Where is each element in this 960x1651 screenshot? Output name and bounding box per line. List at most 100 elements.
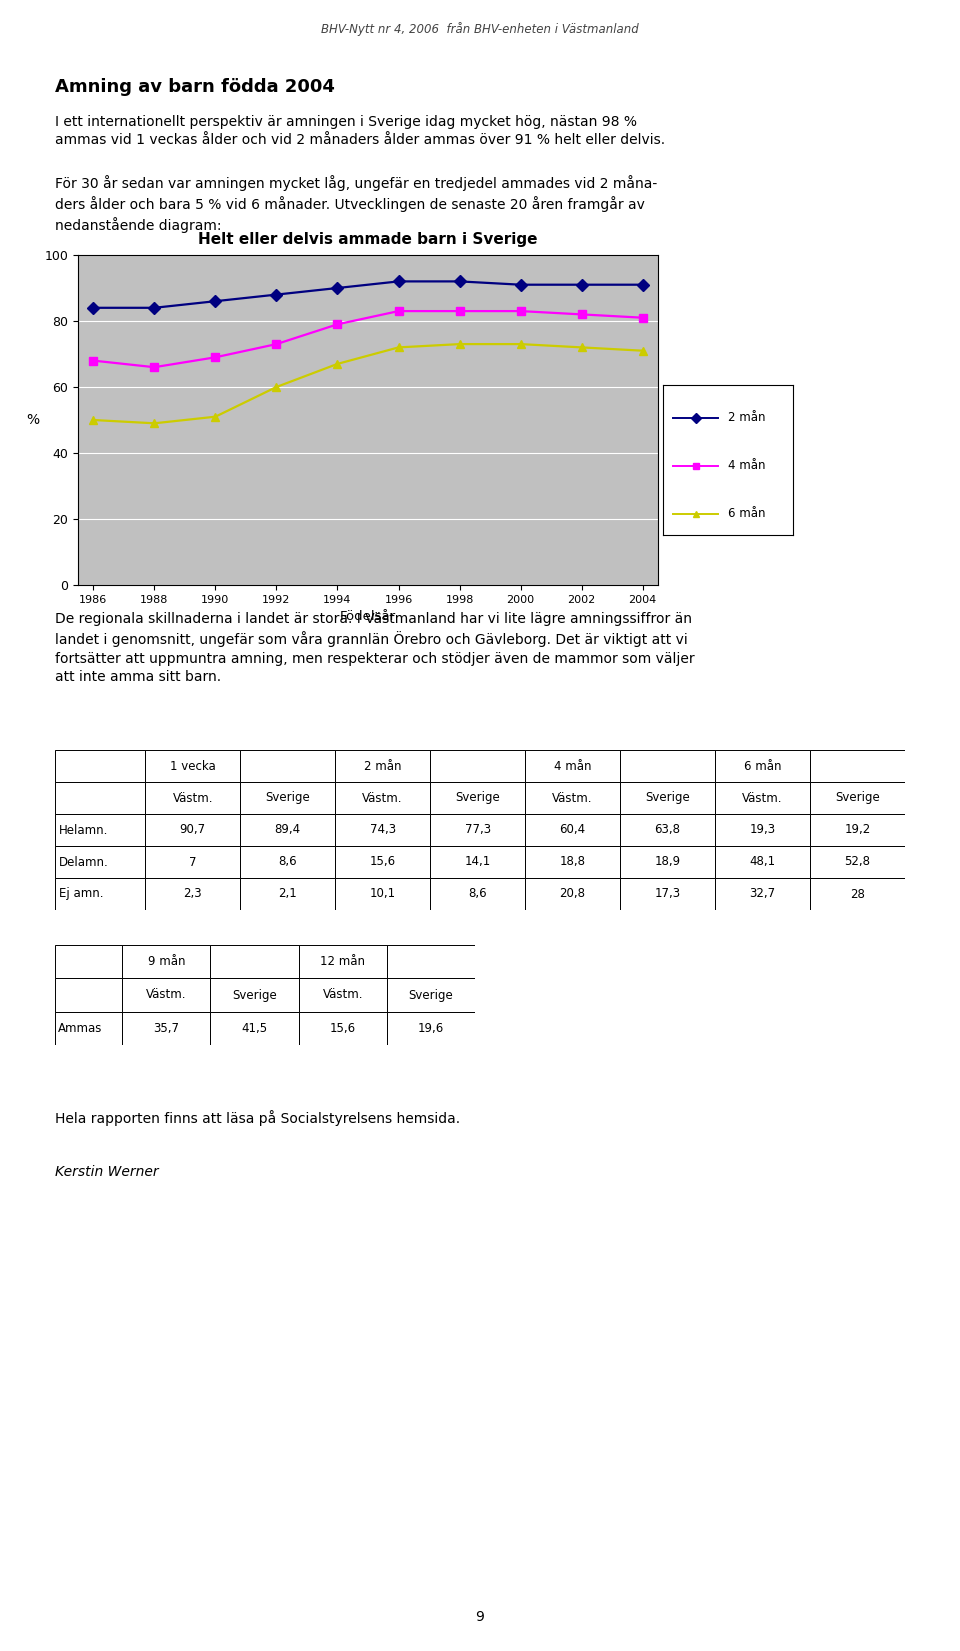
Text: 2,1: 2,1 [278,888,297,900]
Bar [620,845,715,878]
Text: 4 mån: 4 mån [728,459,765,472]
Bar [55,1012,122,1045]
Bar [525,845,620,878]
Text: Kerstin Werner: Kerstin Werner [55,1166,158,1179]
Bar [430,814,525,845]
Bar [715,750,810,783]
Text: 28: 28 [850,888,865,900]
Y-axis label: %: % [27,413,40,428]
Text: 19,2: 19,2 [845,824,871,837]
Text: Sverige: Sverige [645,791,690,804]
Bar [387,1012,475,1045]
Bar [810,814,905,845]
Text: De regionala skillnaderna i landet är stora. I Västmanland har vi lite lägre amn: De regionala skillnaderna i landet är st… [55,613,695,684]
Bar [55,783,145,814]
Text: 1 vecka: 1 vecka [170,759,216,773]
Bar [145,750,240,783]
Bar [299,1012,387,1045]
Bar [145,783,240,814]
Text: Västm.: Västm. [323,989,363,1002]
Bar [620,878,715,910]
X-axis label: Födelsår: Födelsår [340,611,396,624]
Bar [715,878,810,910]
Bar [387,944,475,979]
Text: 63,8: 63,8 [655,824,681,837]
Bar [335,814,430,845]
Bar [240,845,335,878]
Bar [430,878,525,910]
Text: 32,7: 32,7 [750,888,776,900]
Bar [145,878,240,910]
Bar [122,979,210,1012]
Bar [387,979,475,1012]
Bar [145,814,240,845]
Bar [122,944,210,979]
Bar [620,814,715,845]
Text: 4 mån: 4 mån [554,759,591,773]
Text: Sverige: Sverige [835,791,880,804]
Title: Helt eller delvis ammade barn i Sverige: Helt eller delvis ammade barn i Sverige [199,231,538,248]
Text: 90,7: 90,7 [180,824,205,837]
Bar [240,878,335,910]
Bar [122,1012,210,1045]
Text: 18,8: 18,8 [560,855,586,868]
Bar [810,750,905,783]
Bar [55,845,145,878]
Text: 19,6: 19,6 [418,1022,444,1035]
Text: 89,4: 89,4 [275,824,300,837]
Text: 17,3: 17,3 [655,888,681,900]
Text: Helamn.: Helamn. [60,824,108,837]
Text: Sverige: Sverige [455,791,500,804]
Bar [299,979,387,1012]
Text: 15,6: 15,6 [370,855,396,868]
Bar [55,979,122,1012]
Text: För 30 år sedan var amningen mycket låg, ungefär en tredjedel ammades vid 2 måna: För 30 år sedan var amningen mycket låg,… [55,175,658,233]
Bar [525,878,620,910]
Text: Sverige: Sverige [232,989,276,1002]
Text: 14,1: 14,1 [465,855,491,868]
Text: 2,3: 2,3 [183,888,202,900]
Text: BHV-Nytt nr 4, 2006  från BHV-enheten i Västmanland: BHV-Nytt nr 4, 2006 från BHV-enheten i V… [322,21,638,36]
Bar [145,845,240,878]
Text: 19,3: 19,3 [750,824,776,837]
Bar [430,783,525,814]
Text: Sverige: Sverige [409,989,453,1002]
Bar [210,979,299,1012]
Bar [620,750,715,783]
Bar [810,783,905,814]
Text: 41,5: 41,5 [241,1022,268,1035]
Text: Västm.: Västm. [742,791,782,804]
Bar [335,750,430,783]
Text: 52,8: 52,8 [845,855,871,868]
Text: Amning av barn födda 2004: Amning av barn födda 2004 [55,78,335,96]
Bar [525,750,620,783]
Bar [430,845,525,878]
Bar [430,750,525,783]
Text: 7: 7 [189,855,197,868]
Text: 74,3: 74,3 [370,824,396,837]
Text: 6 mån: 6 mån [744,759,781,773]
Bar [525,783,620,814]
Text: 9 mån: 9 mån [148,956,185,967]
Text: Ammas: Ammas [59,1022,103,1035]
Text: 15,6: 15,6 [329,1022,356,1035]
Text: 77,3: 77,3 [465,824,491,837]
Bar [335,878,430,910]
Bar [335,783,430,814]
Text: Västm.: Västm. [363,791,403,804]
Bar [715,814,810,845]
Bar [715,845,810,878]
Text: 2 mån: 2 mån [364,759,401,773]
Text: 18,9: 18,9 [655,855,681,868]
Text: 10,1: 10,1 [370,888,396,900]
Text: 8,6: 8,6 [468,888,487,900]
Text: Västm.: Västm. [173,791,213,804]
Text: Ej amn.: Ej amn. [60,888,104,900]
Bar [525,814,620,845]
Bar [55,878,145,910]
Text: Västm.: Västm. [146,989,186,1002]
Text: 35,7: 35,7 [154,1022,180,1035]
Bar [210,944,299,979]
Text: 6 mån: 6 mån [728,507,765,520]
Text: 60,4: 60,4 [560,824,586,837]
